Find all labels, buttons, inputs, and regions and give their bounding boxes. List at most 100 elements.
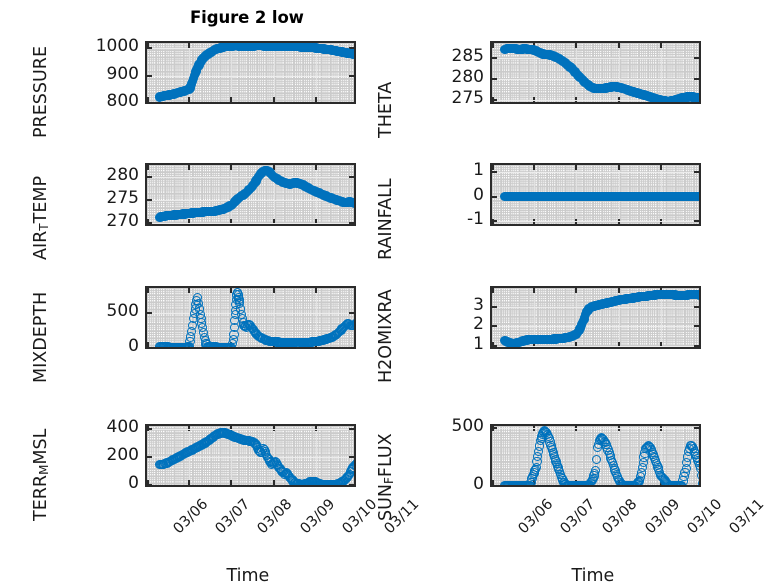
x-tick bbox=[492, 165, 494, 170]
y-axis-label-mixdepth: MIXDEPTH bbox=[31, 291, 51, 383]
y-tick-label: 1 bbox=[473, 160, 484, 181]
x-tick-label: 03/07 bbox=[212, 496, 254, 538]
x-tick bbox=[617, 97, 620, 102]
gridline-horizontal bbox=[147, 103, 354, 104]
y-tick bbox=[147, 456, 152, 459]
y-tick-label: 800 bbox=[106, 91, 139, 112]
gridline-horizontal bbox=[492, 172, 699, 174]
y-tick bbox=[349, 347, 354, 349]
y-tick bbox=[492, 305, 497, 308]
y-tick bbox=[147, 312, 152, 315]
y-tick bbox=[492, 171, 497, 174]
y-tick bbox=[694, 56, 699, 59]
gridline-vertical bbox=[273, 43, 275, 102]
plot-panel-mixdepth bbox=[145, 286, 356, 349]
gridline-vertical bbox=[189, 165, 191, 224]
y-tick-label: 275 bbox=[451, 87, 484, 108]
x-tick bbox=[314, 97, 317, 102]
x-tick bbox=[147, 219, 149, 224]
data-point bbox=[698, 291, 699, 302]
gridline-horizontal bbox=[147, 200, 354, 201]
y-tick-label: 400 bbox=[106, 416, 139, 437]
x-tick bbox=[659, 43, 662, 48]
x-tick bbox=[272, 288, 275, 293]
x-tick bbox=[314, 219, 317, 224]
x-tick bbox=[492, 288, 494, 293]
x-tick-label: 03/11 bbox=[726, 496, 768, 538]
data-point bbox=[353, 199, 354, 209]
x-tick bbox=[617, 165, 620, 170]
axes-box-rainfall bbox=[490, 163, 701, 226]
y-tick-label: 0 bbox=[473, 184, 484, 205]
x-tick bbox=[272, 97, 275, 102]
gridline-horizontal bbox=[492, 78, 699, 80]
gridline-vertical bbox=[273, 426, 275, 485]
x-tick bbox=[533, 165, 536, 170]
x-tick bbox=[617, 43, 620, 48]
y-tick bbox=[147, 102, 152, 104]
x-tick bbox=[533, 288, 536, 293]
gridline-horizontal bbox=[147, 176, 354, 178]
y-tick bbox=[349, 484, 354, 485]
data-point bbox=[697, 94, 699, 102]
plot-panel-air_temp bbox=[145, 163, 356, 226]
x-tick bbox=[314, 288, 317, 293]
x-tick-label: 03/10 bbox=[339, 496, 381, 538]
x-tick-label: 03/07 bbox=[557, 496, 599, 538]
y-tick bbox=[492, 98, 497, 101]
y-tick bbox=[694, 305, 699, 308]
data-point bbox=[353, 458, 354, 468]
x-tick bbox=[147, 342, 149, 347]
x-tick bbox=[575, 43, 578, 48]
y-tick bbox=[349, 456, 354, 459]
x-tick bbox=[147, 165, 149, 170]
x-tick-label: 03/08 bbox=[599, 496, 641, 538]
y-tick bbox=[147, 175, 152, 178]
gridline-vertical bbox=[576, 426, 578, 485]
axes-box-theta bbox=[490, 41, 701, 104]
gridline-horizontal bbox=[492, 99, 699, 101]
data-point bbox=[591, 454, 602, 464]
x-tick-label: 03/08 bbox=[254, 496, 296, 538]
y-tick bbox=[349, 312, 354, 315]
gridline-horizontal bbox=[147, 428, 354, 430]
axes-box-terrain_msl bbox=[145, 424, 356, 487]
gridline-vertical bbox=[534, 43, 536, 102]
y-tick-label: 200 bbox=[106, 445, 139, 466]
x-tick bbox=[230, 480, 233, 485]
plot-panel-rainfall bbox=[490, 163, 701, 226]
x-tick bbox=[659, 165, 662, 170]
x-tick-label: 03/09 bbox=[297, 496, 338, 538]
data-point bbox=[353, 50, 354, 60]
x-tick bbox=[230, 165, 233, 170]
y-tick bbox=[147, 347, 152, 349]
axes-box-pressure bbox=[145, 41, 356, 104]
x-tick bbox=[617, 288, 620, 293]
x-tick bbox=[188, 97, 191, 102]
axes-box-mixdepth bbox=[145, 286, 356, 349]
y-tick-label: 500 bbox=[106, 301, 139, 322]
x-tick bbox=[272, 165, 275, 170]
y-tick bbox=[147, 74, 152, 77]
gridline-horizontal bbox=[492, 486, 699, 487]
y-tick-label: 2 bbox=[473, 314, 484, 335]
axes-box-sun_flux bbox=[490, 424, 701, 487]
gridline-horizontal bbox=[147, 223, 354, 224]
x-axis-label: Time bbox=[226, 566, 270, 586]
y-tick bbox=[492, 427, 497, 430]
y-tick bbox=[147, 199, 152, 201]
x-tick bbox=[575, 288, 578, 293]
x-tick bbox=[147, 43, 149, 48]
gridline-vertical bbox=[273, 288, 275, 347]
y-tick bbox=[349, 427, 354, 430]
gridline-horizontal bbox=[147, 75, 354, 77]
y-tick-label: 1000 bbox=[95, 36, 139, 57]
data-point bbox=[698, 191, 699, 202]
gridline-horizontal bbox=[147, 313, 354, 315]
gridline-horizontal bbox=[147, 485, 354, 486]
x-tick bbox=[230, 97, 233, 102]
y-tick-label: 270 bbox=[106, 211, 139, 232]
x-tick bbox=[188, 288, 191, 293]
gridline-vertical bbox=[231, 43, 233, 102]
